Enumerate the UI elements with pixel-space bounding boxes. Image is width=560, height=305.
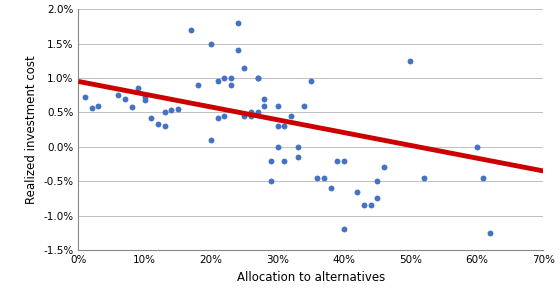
Point	[326, 186, 335, 191]
Point	[320, 175, 329, 180]
Point	[134, 86, 143, 91]
Point	[293, 155, 302, 160]
Point	[213, 116, 222, 120]
Point	[267, 179, 276, 184]
Point	[246, 110, 255, 115]
Point	[333, 158, 342, 163]
Point	[193, 82, 202, 87]
Point	[253, 76, 262, 81]
Point	[273, 144, 282, 149]
Point	[373, 196, 382, 201]
Point	[160, 110, 169, 115]
Point	[260, 96, 269, 101]
Point	[472, 144, 481, 149]
Point	[187, 27, 196, 32]
Point	[160, 124, 169, 129]
Point	[286, 113, 295, 118]
Point	[147, 116, 156, 120]
Point	[273, 124, 282, 129]
Point	[293, 144, 302, 149]
Point	[486, 231, 494, 235]
Point	[207, 138, 216, 142]
Point	[280, 124, 289, 129]
Point	[167, 108, 176, 113]
Point	[339, 227, 348, 232]
Point	[260, 103, 269, 108]
Point	[373, 179, 382, 184]
Point	[300, 103, 309, 108]
Point	[114, 93, 123, 98]
Point	[406, 58, 415, 63]
Point	[419, 175, 428, 180]
Point	[267, 158, 276, 163]
Point	[339, 158, 348, 163]
Point	[220, 76, 229, 81]
Point	[280, 158, 289, 163]
Point	[174, 106, 183, 111]
Point	[94, 103, 103, 108]
Point	[234, 20, 242, 25]
Point	[273, 103, 282, 108]
Point	[353, 189, 362, 194]
Point	[253, 76, 262, 81]
Point	[360, 203, 368, 208]
Point	[120, 96, 129, 101]
Point	[246, 113, 255, 118]
Point	[127, 105, 136, 109]
Point	[220, 113, 229, 118]
Point	[207, 41, 216, 46]
Point	[479, 175, 488, 180]
Point	[379, 165, 388, 170]
Point	[153, 122, 162, 127]
Point	[240, 113, 249, 118]
X-axis label: Allocation to alternatives: Allocation to alternatives	[237, 271, 385, 284]
Point	[141, 98, 150, 102]
Point	[213, 79, 222, 84]
Point	[234, 48, 242, 53]
Point	[227, 82, 236, 87]
Point	[366, 203, 375, 208]
Point	[306, 79, 315, 84]
Point	[87, 105, 96, 110]
Point	[313, 175, 322, 180]
Point	[227, 76, 236, 81]
Y-axis label: Realized investment cost: Realized investment cost	[25, 55, 38, 204]
Point	[141, 94, 150, 99]
Point	[253, 110, 262, 115]
Point	[81, 95, 90, 100]
Point	[240, 65, 249, 70]
